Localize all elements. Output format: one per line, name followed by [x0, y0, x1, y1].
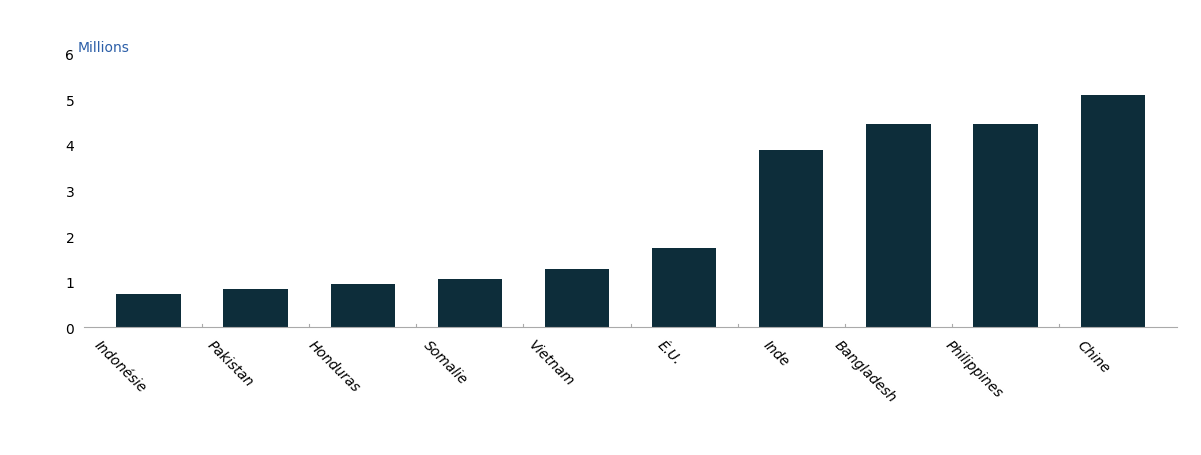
Bar	[545, 269, 609, 328]
Bar	[437, 279, 502, 328]
Bar	[759, 151, 824, 328]
Bar	[652, 248, 716, 328]
Bar	[330, 284, 395, 328]
Bar	[116, 295, 180, 328]
Bar	[866, 125, 931, 328]
Bar	[1081, 96, 1145, 328]
Bar	[973, 125, 1038, 328]
Text: Millions: Millions	[78, 41, 130, 55]
Bar	[223, 289, 288, 328]
